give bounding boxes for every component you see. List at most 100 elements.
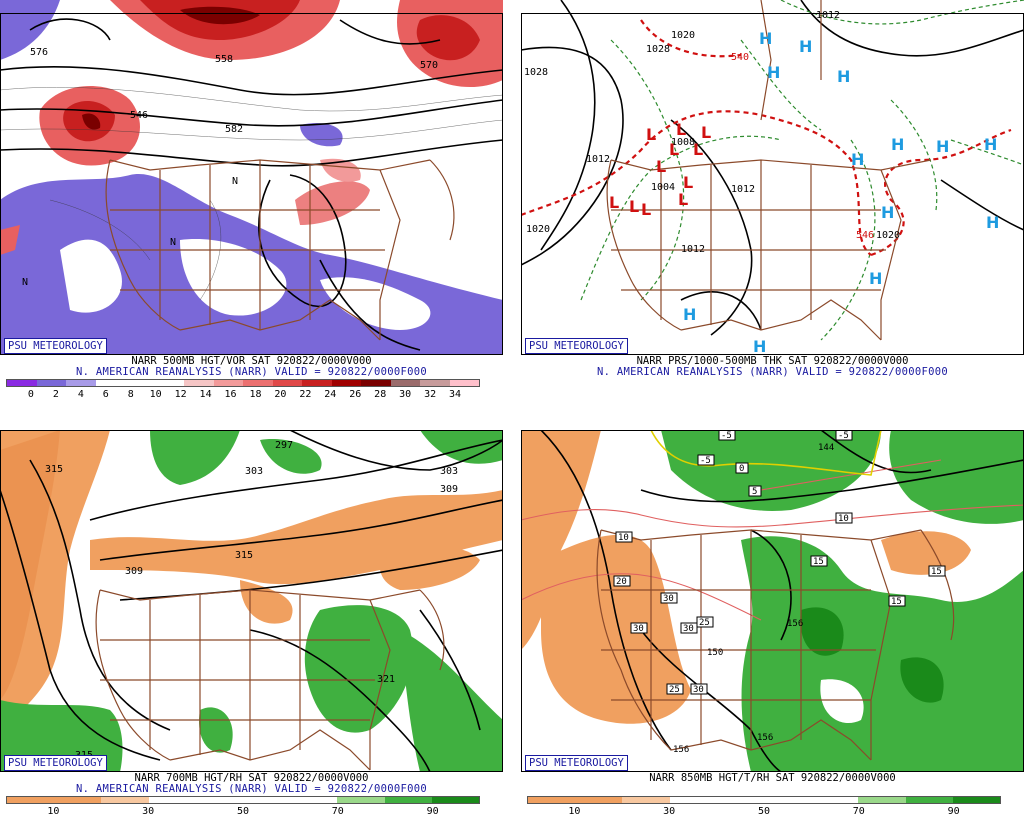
- contour-label: 582: [225, 124, 243, 135]
- colorbar-swatch: [148, 797, 196, 803]
- colorbar-swatch: [811, 797, 859, 803]
- colorbar-tick-label: 90: [947, 806, 960, 817]
- contour-label: 156: [673, 745, 689, 755]
- contour-label: 321: [377, 674, 395, 685]
- colorbar-swatch: [575, 797, 623, 803]
- colorbar-swatch: [905, 797, 953, 803]
- high-pressure-marker: H: [851, 150, 864, 169]
- psu-meteorology-badge: PSU METEOROLOGY: [4, 338, 107, 354]
- isotherm-label: 0: [739, 464, 744, 474]
- isotherm-label: 10: [838, 514, 849, 524]
- low-pressure-marker: L: [646, 125, 656, 144]
- vorticity-min-label: N: [22, 277, 28, 288]
- high-pressure-marker: H: [936, 137, 949, 156]
- high-pressure-marker: H: [837, 67, 850, 86]
- colorbar-swatch: [125, 380, 155, 386]
- isobar-label: 1020: [876, 230, 900, 241]
- low-pressure-marker: L: [678, 190, 688, 209]
- isobar-label: 1004: [651, 182, 675, 193]
- map-700mb: 315 297 303 309 303 309 315 321 315: [0, 430, 503, 772]
- isotherm-label: -5: [721, 431, 732, 441]
- isobar-label: 1012: [681, 244, 705, 255]
- colorbar-tick-label: 22: [299, 389, 312, 400]
- panel-500mb-vorticity: 576 558 570 546 582 N N N PSU METEOROLOG…: [0, 0, 503, 403]
- map-850mb: -5 144 -5 0 5 10 10 20 30 30 30 25 25: [521, 430, 1024, 772]
- relative-humidity-colorbar: [527, 796, 1001, 804]
- high-pressure-marker: H: [891, 135, 904, 154]
- colorbar-tick-label: 50: [757, 806, 771, 817]
- colorbar-swatch: [337, 797, 385, 803]
- high-pressure-marker: H: [753, 337, 766, 355]
- colorbar-swatch: [361, 380, 391, 386]
- colorbar-tick-label: 70: [852, 806, 865, 817]
- colorbar-tick-label: 16: [224, 389, 237, 400]
- isotherm-label: 25: [669, 685, 680, 695]
- high-pressure-marker: H: [869, 269, 882, 288]
- colorbar-swatch: [390, 380, 420, 386]
- panel-caption-bottom: N. AMERICAN REANALYSIS (NARR) VALID = 92…: [76, 366, 427, 378]
- isotherm-label: -5: [838, 431, 849, 441]
- low-pressure-marker: L: [693, 140, 703, 159]
- colorbar-swatch: [66, 380, 96, 386]
- vorticity-min-label: N: [232, 176, 238, 187]
- vorticity-colorbar-ticks: 0 2 4 6 8 10 12 14 16 18 20 22 24 26 28 30 32 34: [6, 389, 480, 401]
- colorbar-swatch: [384, 797, 432, 803]
- contour-label: 303: [440, 466, 458, 477]
- colorbar-tick-label: 6: [102, 389, 109, 400]
- isotherm-label: 25: [699, 618, 710, 628]
- isotherm-label: 30: [683, 624, 694, 634]
- colorbar-swatch: [290, 797, 338, 803]
- isobar-label: 1020: [526, 224, 550, 235]
- colorbar-swatch: [952, 797, 1001, 803]
- vorticity-colorbar: [6, 379, 480, 387]
- colorbar-tick-label: 2: [52, 389, 59, 400]
- colorbar-swatch: [764, 797, 812, 803]
- colorbar-swatch: [195, 797, 244, 803]
- colorbar-swatch: [95, 380, 125, 386]
- isobar-label: 1012: [816, 10, 840, 21]
- colorbar-tick-label: 10: [568, 806, 581, 817]
- colorbar-swatch: [154, 380, 184, 386]
- low-pressure-marker: L: [609, 193, 619, 212]
- colorbar-swatch: [101, 797, 149, 803]
- colorbar-swatch: [449, 380, 479, 386]
- colorbar-tick-label: 10: [47, 806, 60, 817]
- panel-caption-top: NARR 850MB HGT/T/RH SAT 920822/0000V000: [649, 772, 896, 784]
- colorbar-tick-label: 20: [274, 389, 287, 400]
- colorbar-tick-label: 50: [236, 806, 250, 817]
- isotherm-label: 30: [663, 594, 674, 604]
- psu-meteorology-badge: PSU METEOROLOGY: [525, 338, 628, 354]
- colorbar-tick-label: 70: [331, 806, 344, 817]
- high-pressure-marker: H: [881, 203, 894, 222]
- colorbar-tick-label: 4: [77, 389, 84, 400]
- colorbar-tick-label: 24: [324, 389, 337, 400]
- colorbar-tick-label: 14: [199, 389, 212, 400]
- colorbar-swatch: [243, 797, 291, 803]
- isobar-label: 1028: [524, 67, 548, 78]
- contour-label: 156: [787, 619, 803, 629]
- low-pressure-marker: L: [683, 173, 693, 192]
- colorbar-swatch: [669, 797, 717, 803]
- contour-label: 315: [45, 464, 63, 475]
- low-pressure-marker: L: [656, 157, 666, 176]
- colorbar-swatch: [272, 380, 302, 386]
- contour-label: 315: [235, 550, 253, 561]
- isobar-label: 1012: [586, 154, 610, 165]
- low-pressure-marker: L: [701, 123, 711, 142]
- isotherm-label: 30: [693, 685, 704, 695]
- isotherm-label: 10: [618, 533, 629, 543]
- isotherm-label: 15: [891, 597, 902, 607]
- colorbar-tick-label: 18: [249, 389, 262, 400]
- colorbar-swatch: [716, 797, 765, 803]
- isobar-label: 1012: [731, 184, 755, 195]
- contour-label: 546: [130, 110, 148, 121]
- isotherm-label: 30: [633, 624, 644, 634]
- colorbar-swatch: [243, 380, 273, 386]
- high-pressure-marker: H: [683, 305, 696, 324]
- isotherm-label: 15: [813, 557, 824, 567]
- thickness-label: 546: [856, 230, 874, 241]
- colorbar-tick-label: 28: [374, 389, 387, 400]
- contour-label: 156: [757, 733, 773, 743]
- relative-humidity-colorbar-ticks: 10 30 50 70 90: [527, 806, 1001, 818]
- colorbar-tick-label: 12: [174, 389, 187, 400]
